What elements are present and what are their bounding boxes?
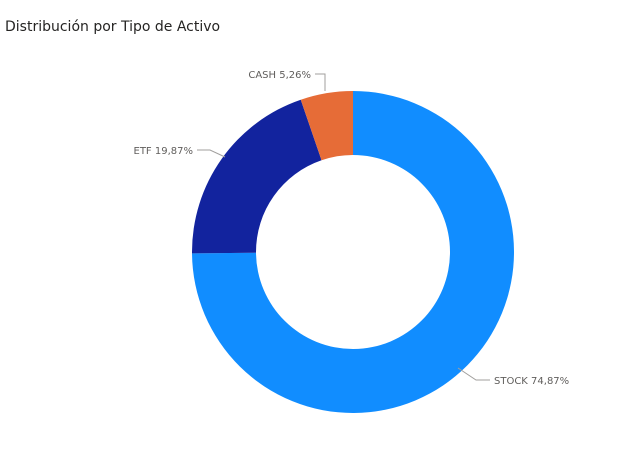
data-label-stock: STOCK 74,87% bbox=[494, 376, 569, 387]
slice-cash[interactable] bbox=[300, 91, 353, 161]
slice-stock[interactable] bbox=[192, 91, 515, 413]
data-label-cash: CASH 5,26% bbox=[248, 70, 311, 81]
leader-line-stock bbox=[457, 367, 490, 381]
leader-line-cash bbox=[315, 73, 326, 91]
leader-line-etf bbox=[197, 149, 226, 158]
chart-title: Distribución por Tipo de Activo bbox=[5, 19, 221, 35]
slice-etf[interactable] bbox=[191, 99, 322, 254]
data-label-etf: ETF 19,87% bbox=[134, 146, 194, 157]
